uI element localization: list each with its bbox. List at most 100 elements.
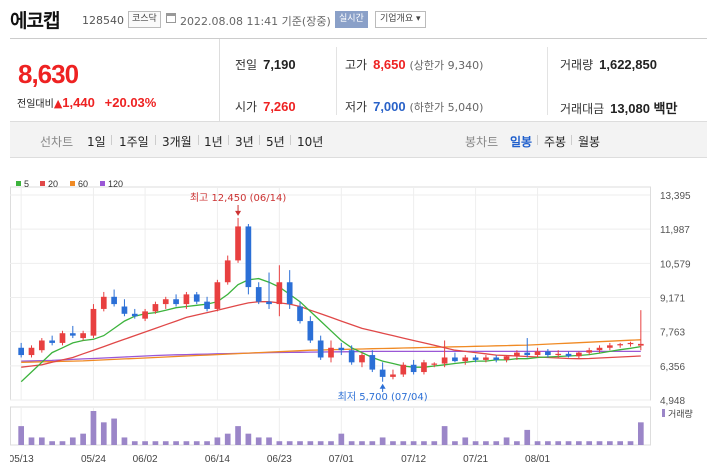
change-label: 전일대비 [17, 99, 54, 110]
volume-bar [152, 441, 159, 445]
candle-body [317, 340, 324, 358]
candle-weekly[interactable]: 주봉 [544, 135, 567, 149]
volume-bar [545, 441, 551, 445]
period-3m[interactable]: 3개월 [162, 135, 192, 149]
candle-body [338, 347, 345, 351]
candle-body [255, 287, 262, 302]
volume-bar [390, 441, 396, 445]
volume-bar [328, 441, 334, 445]
volume-bar [359, 441, 365, 445]
prev-close-value: 7,190 [263, 57, 296, 72]
candle-body [637, 343, 644, 346]
candlestick-chart[interactable]: 13,395 11,987 10,579 9,171 7,763 6,356 4,948 05… [10, 175, 707, 472]
volume-bar [514, 441, 520, 445]
candle-body [307, 321, 314, 341]
period-1y[interactable]: 1년 [204, 135, 223, 149]
volume-bar [307, 441, 314, 445]
volume-bar [80, 433, 86, 445]
candle-body [410, 364, 417, 373]
volume-bar [69, 437, 76, 445]
legend-swatch [100, 181, 105, 186]
candle-body [379, 369, 386, 377]
volume-bar [410, 441, 417, 445]
volume-bar [576, 441, 582, 445]
candle-body [224, 260, 231, 283]
candle-body [214, 282, 221, 309]
period-10y[interactable]: 10년 [297, 135, 324, 149]
candle-body [524, 352, 531, 356]
candle-body [607, 345, 613, 348]
candle-body [545, 351, 551, 356]
x-tick-label: 07/12 [401, 454, 426, 465]
volume-bar [286, 441, 293, 445]
volume-bar [111, 418, 117, 445]
candle-body [328, 347, 334, 358]
candle-body [369, 355, 376, 370]
candle-body [503, 356, 510, 360]
candle-body [472, 357, 479, 360]
candle-body [38, 340, 45, 351]
candle-body [121, 306, 128, 314]
stock-chart[interactable]: 13,395 11,987 10,579 9,171 7,763 6,356 4,948 05… [10, 175, 707, 472]
y-tick-label: 4,948 [660, 396, 685, 407]
candle-daily[interactable]: 일봉 [510, 135, 533, 149]
current-price: 8,630 [18, 59, 79, 89]
volume-bar [503, 437, 510, 445]
volume-bar [28, 437, 35, 445]
high-arrow-icon [235, 210, 242, 216]
candle-body [390, 374, 396, 377]
period-3y[interactable]: 3년 [235, 135, 254, 149]
volume-bar [204, 441, 210, 445]
company-info-dropdown[interactable]: 기업개요 ▾ [375, 11, 426, 28]
change-row: 전일대비▲1,440 +20.03% [17, 95, 156, 110]
volume-bar [534, 441, 541, 445]
volume-bar [555, 441, 562, 445]
volume-bar [49, 441, 55, 445]
volume-bar [596, 441, 603, 445]
volume-bar [245, 433, 252, 445]
candle-body [90, 308, 97, 336]
volume-bar [617, 441, 624, 445]
volume-bar [483, 441, 489, 445]
volume-bar [493, 441, 500, 445]
candle-body [18, 347, 25, 356]
candle-body [348, 350, 355, 363]
candle-monthly[interactable]: 월봉 [578, 135, 601, 149]
candle-body [565, 353, 572, 357]
volume-bar [627, 441, 634, 445]
volume-bar [317, 441, 324, 445]
volume-bar [131, 441, 138, 445]
candle-body [142, 311, 148, 319]
volume-bar [637, 422, 644, 445]
period-5y[interactable]: 5년 [266, 135, 285, 149]
low-label: 저가 [345, 100, 368, 114]
price-box: 8,630 전일대비▲1,440 +20.03% [10, 39, 220, 122]
volume-bar [379, 437, 386, 445]
calendar-icon [166, 13, 176, 23]
x-tick-label: 07/01 [329, 454, 354, 465]
candle-body [69, 333, 76, 336]
divider [547, 47, 548, 115]
y-tick-label: 13,395 [660, 191, 691, 202]
candle-body [627, 342, 634, 345]
volume-bar [214, 437, 221, 445]
realtime-button[interactable]: 실시간 [335, 11, 368, 28]
period-1d[interactable]: 1일 [87, 135, 106, 149]
x-tick-label: 06/02 [133, 454, 158, 465]
x-tick-label: 06/23 [267, 454, 292, 465]
candle-body [276, 282, 283, 305]
volume-bar [142, 441, 148, 445]
prev-close: 전일 7,190 [235, 56, 296, 73]
candle-body [586, 350, 593, 353]
plot-frame [10, 186, 651, 401]
candle-body [596, 347, 603, 351]
period-1w[interactable]: 1주일 [119, 135, 149, 149]
volume-bar [441, 426, 448, 445]
x-tick-label: 06/14 [205, 454, 230, 465]
candle-body [100, 296, 107, 309]
candle-body [534, 351, 541, 356]
candle-body [183, 294, 190, 305]
candle-body [452, 357, 458, 362]
candle-body [297, 306, 303, 322]
y-tick-label: 11,987 [660, 225, 690, 236]
